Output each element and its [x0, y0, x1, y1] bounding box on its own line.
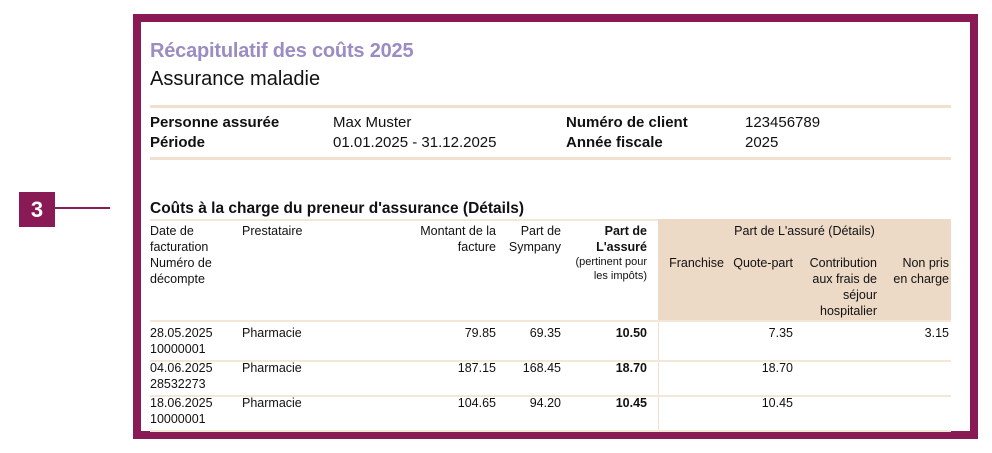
document-subtitle: Assurance maladie: [150, 68, 321, 90]
row-quote-part: 10.45: [761, 396, 793, 410]
row-statement-number: 10000001: [150, 412, 206, 426]
divider: [150, 105, 951, 108]
header-bottom-rule: [150, 320, 951, 322]
row-not-covered: 3.15: [924, 326, 949, 340]
column-separator: [658, 320, 659, 432]
insured-details-header-bg: [658, 219, 951, 320]
row-insured-share: 10.50: [615, 326, 647, 340]
row-invoice-amount: 104.65: [457, 396, 496, 410]
callout-connector-line: [55, 207, 110, 209]
header-not-covered: Non pris en charge: [893, 256, 949, 286]
period-label: Période: [150, 134, 206, 151]
fiscal-year-label: Année fiscale: [566, 134, 663, 151]
header-hospital-contribution: Contribution aux frais de séjour hospita…: [809, 256, 877, 318]
row-invoice-amount: 187.15: [457, 361, 496, 375]
row-provider: Pharmacie: [242, 326, 302, 340]
header-insured-share: Part de L'assuré (pertinent pour les imp…: [575, 224, 647, 282]
row-insured-share: 18.70: [615, 361, 647, 375]
header-insured-details-group: Part de L'assuré (Détails): [734, 224, 875, 238]
period-value: 01.01.2025 - 31.12.2025: [333, 134, 497, 151]
row-quote-part: 18.70: [761, 361, 793, 375]
header-date: Date de facturation Numéro de décompte: [150, 224, 212, 286]
row-divider: [150, 360, 951, 362]
row-date: 28.05.2025: [150, 326, 213, 340]
row-insured-share: 10.45: [615, 396, 647, 410]
divider: [150, 157, 951, 160]
header-sympany-share: Part de Sympany: [508, 224, 561, 254]
row-divider: [150, 395, 951, 397]
row-provider: Pharmacie: [242, 361, 302, 375]
insured-person-value: Max Muster: [333, 114, 412, 131]
client-number-value: 123456789: [745, 114, 821, 131]
row-date: 04.06.2025: [150, 361, 213, 375]
cost-summary-document: Récapitulatif des coûts 2025 Assurance m…: [133, 14, 978, 439]
row-invoice-amount: 79.85: [464, 326, 496, 340]
header-invoice-amount: Montant de la facture: [420, 224, 496, 254]
document-title: Récapitulatif des coûts 2025: [150, 40, 414, 62]
insured-person-label: Personne assurée: [150, 114, 280, 131]
row-sympany-share: 69.35: [529, 326, 561, 340]
row-date: 18.06.2025: [150, 396, 213, 410]
fiscal-year-value: 2025: [745, 134, 779, 151]
row-statement-number: 10000001: [150, 342, 206, 356]
table-bottom-rule: [150, 430, 951, 432]
callout-badge: 3: [19, 192, 55, 227]
header-quote-part: Quote-part: [733, 256, 793, 270]
row-sympany-share: 168.45: [522, 361, 561, 375]
row-provider: Pharmacie: [242, 396, 302, 410]
table-top-rule: [150, 219, 951, 221]
header-franchise: Franchise: [669, 256, 724, 270]
row-sympany-share: 94.20: [529, 396, 561, 410]
client-number-label: Numéro de client: [566, 114, 688, 131]
row-quote-part: 7.35: [768, 326, 793, 340]
header-provider: Prestataire: [242, 224, 303, 238]
section-title: Coûts à la charge du preneur d'assurance…: [150, 200, 525, 217]
row-statement-number: 28532273: [150, 377, 206, 391]
